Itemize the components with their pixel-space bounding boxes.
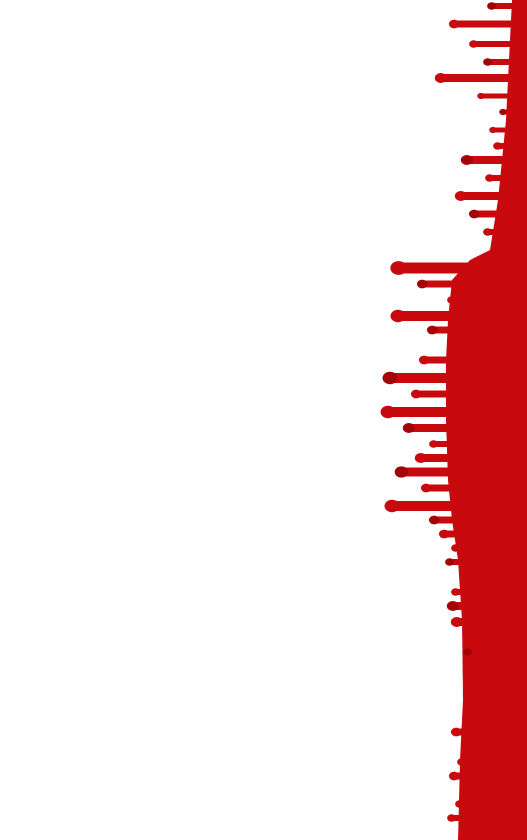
paint-drip-tip — [468, 209, 480, 219]
drip-group — [380, 0, 527, 840]
paint-drip-tip — [455, 800, 465, 808]
paint-drip-tip — [469, 40, 479, 48]
paint-drip-tip — [483, 228, 493, 236]
paint-drip-tip — [420, 483, 432, 493]
paint-drip-tip — [448, 771, 460, 781]
paint-drip-tip — [418, 355, 430, 365]
paint-drip-tip — [485, 174, 495, 182]
paint-drip-tip — [429, 440, 439, 448]
paint-drip-tip — [451, 544, 461, 552]
paint-drip-tip — [438, 529, 450, 539]
paint-drip-tip — [493, 142, 503, 150]
paint-drip-tip — [426, 325, 438, 335]
paint-drip-tip — [434, 73, 447, 83]
paint-drip-tip — [428, 515, 440, 525]
paint-drip-tip — [445, 558, 455, 566]
paint-drip-tip — [448, 19, 460, 29]
paint-drip-tip — [416, 279, 428, 289]
paint-drip-tip — [460, 155, 473, 165]
paint-drip-tip — [489, 126, 497, 134]
paint-drip-tip — [402, 423, 415, 433]
paint-drip-tip — [446, 601, 459, 611]
paint-drip-tip — [451, 588, 461, 596]
paint-drip-tip — [447, 814, 457, 822]
paint-drip-tip — [463, 648, 473, 656]
paint-drip-tip — [499, 108, 507, 116]
paint-drip-tip — [483, 58, 493, 66]
paint-drip-tip — [410, 389, 422, 399]
paint-drip-tip — [477, 92, 485, 100]
paint-drip-tip — [454, 191, 467, 201]
paint-drip-tip — [414, 453, 427, 463]
paint-band — [446, 0, 527, 840]
paint-drip-tip — [390, 261, 407, 275]
paint-drip-tip — [447, 296, 457, 304]
paint-drip-tip — [384, 499, 400, 513]
paint-drip-tip — [380, 405, 396, 419]
paint-drip-tip — [457, 758, 467, 766]
paint-drip-tip — [450, 727, 462, 737]
paint-drip-tip — [487, 2, 497, 10]
paint-drip-tip — [390, 309, 406, 323]
paint-drip-tip — [394, 466, 409, 478]
paint-drip-tip — [382, 371, 398, 385]
paint-drip-tip — [450, 617, 463, 627]
